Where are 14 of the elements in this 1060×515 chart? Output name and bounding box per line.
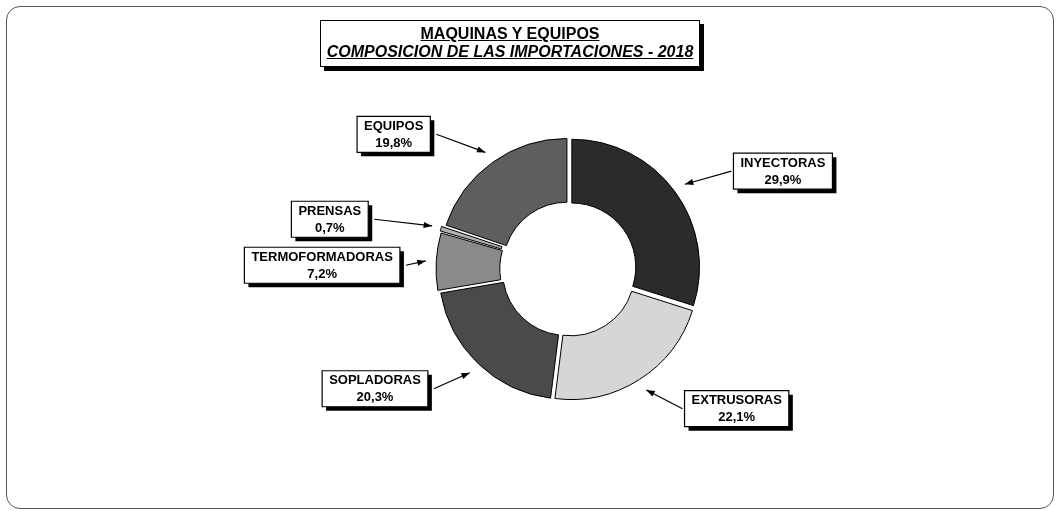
data-label: 0,7%: [314, 219, 346, 235]
data-label: 7,2%: [307, 265, 338, 281]
data-label: 20,3%: [356, 389, 394, 405]
slice-label: PRENSAS: [298, 202, 362, 218]
slice-label: SOPLADORAS: [329, 372, 422, 388]
chart-subtitle: COMPOSICION DE LAS IMPORTACIONES - 2018: [325, 43, 695, 61]
data-label: 29,9%: [764, 171, 802, 187]
slice-label: INYECTORAS: [740, 154, 826, 170]
data-label: 19,8%: [375, 134, 413, 150]
data-label: 22,1%: [718, 409, 756, 425]
slice-label: EXTRUSORAS: [691, 392, 783, 408]
slice-label: EQUIPOS: [364, 117, 424, 133]
slice-label: TERMOFORMADORAS: [251, 248, 394, 264]
chart-title: MAQUINAS Y EQUIPOS: [419, 25, 601, 43]
